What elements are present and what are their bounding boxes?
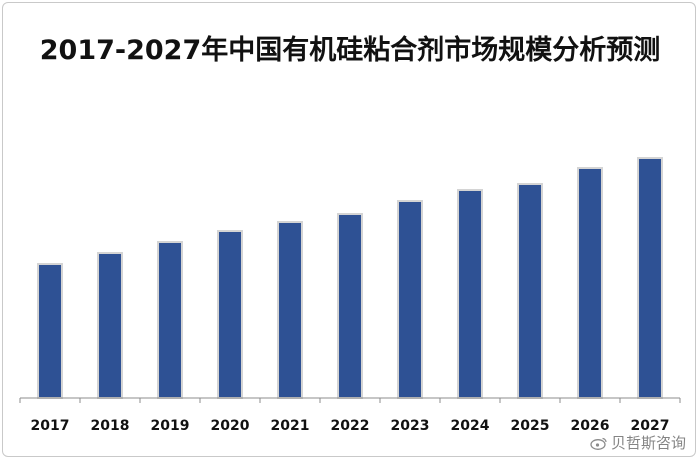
bar-2017 — [37, 263, 63, 399]
x-tick-label: 2023 — [391, 418, 430, 434]
bar-2026 — [577, 167, 603, 399]
watermark-text: 贝哲斯咨询 — [610, 434, 686, 452]
watermark: 贝哲斯咨询 — [590, 432, 686, 453]
bar-2018 — [97, 252, 123, 399]
bar-2019 — [157, 241, 183, 399]
bar-2027 — [637, 157, 663, 399]
x-tick-label: 2024 — [451, 418, 490, 434]
x-tick-label: 2019 — [151, 418, 190, 434]
x-tick-label: 2020 — [211, 418, 250, 434]
x-tick-label: 2025 — [511, 418, 550, 434]
weibo-icon — [590, 437, 607, 450]
bar-2022 — [337, 213, 363, 399]
x-tick-label: 2027 — [631, 418, 670, 434]
x-tick-label: 2017 — [31, 418, 70, 434]
x-tick-label: 2022 — [331, 418, 370, 434]
chart-title: 2017-2027年中国有机硅粘合剂市场规模分析预测 — [39, 35, 661, 66]
x-tick-labels: 2017 2018 2019 2020 2021 2022 2023 2024 2025 2026… — [31, 418, 670, 434]
x-tick-label: 2026 — [571, 418, 610, 434]
bar-2024 — [457, 189, 483, 399]
x-tick-label: 2021 — [271, 418, 310, 434]
x-tick-label: 2018 — [91, 418, 130, 434]
x-axis — [19, 397, 681, 403]
bar-2023 — [397, 200, 423, 399]
bars-group — [37, 157, 663, 399]
bar-2020 — [217, 230, 243, 399]
bar-2021 — [277, 221, 303, 399]
bar-2025 — [517, 183, 543, 399]
